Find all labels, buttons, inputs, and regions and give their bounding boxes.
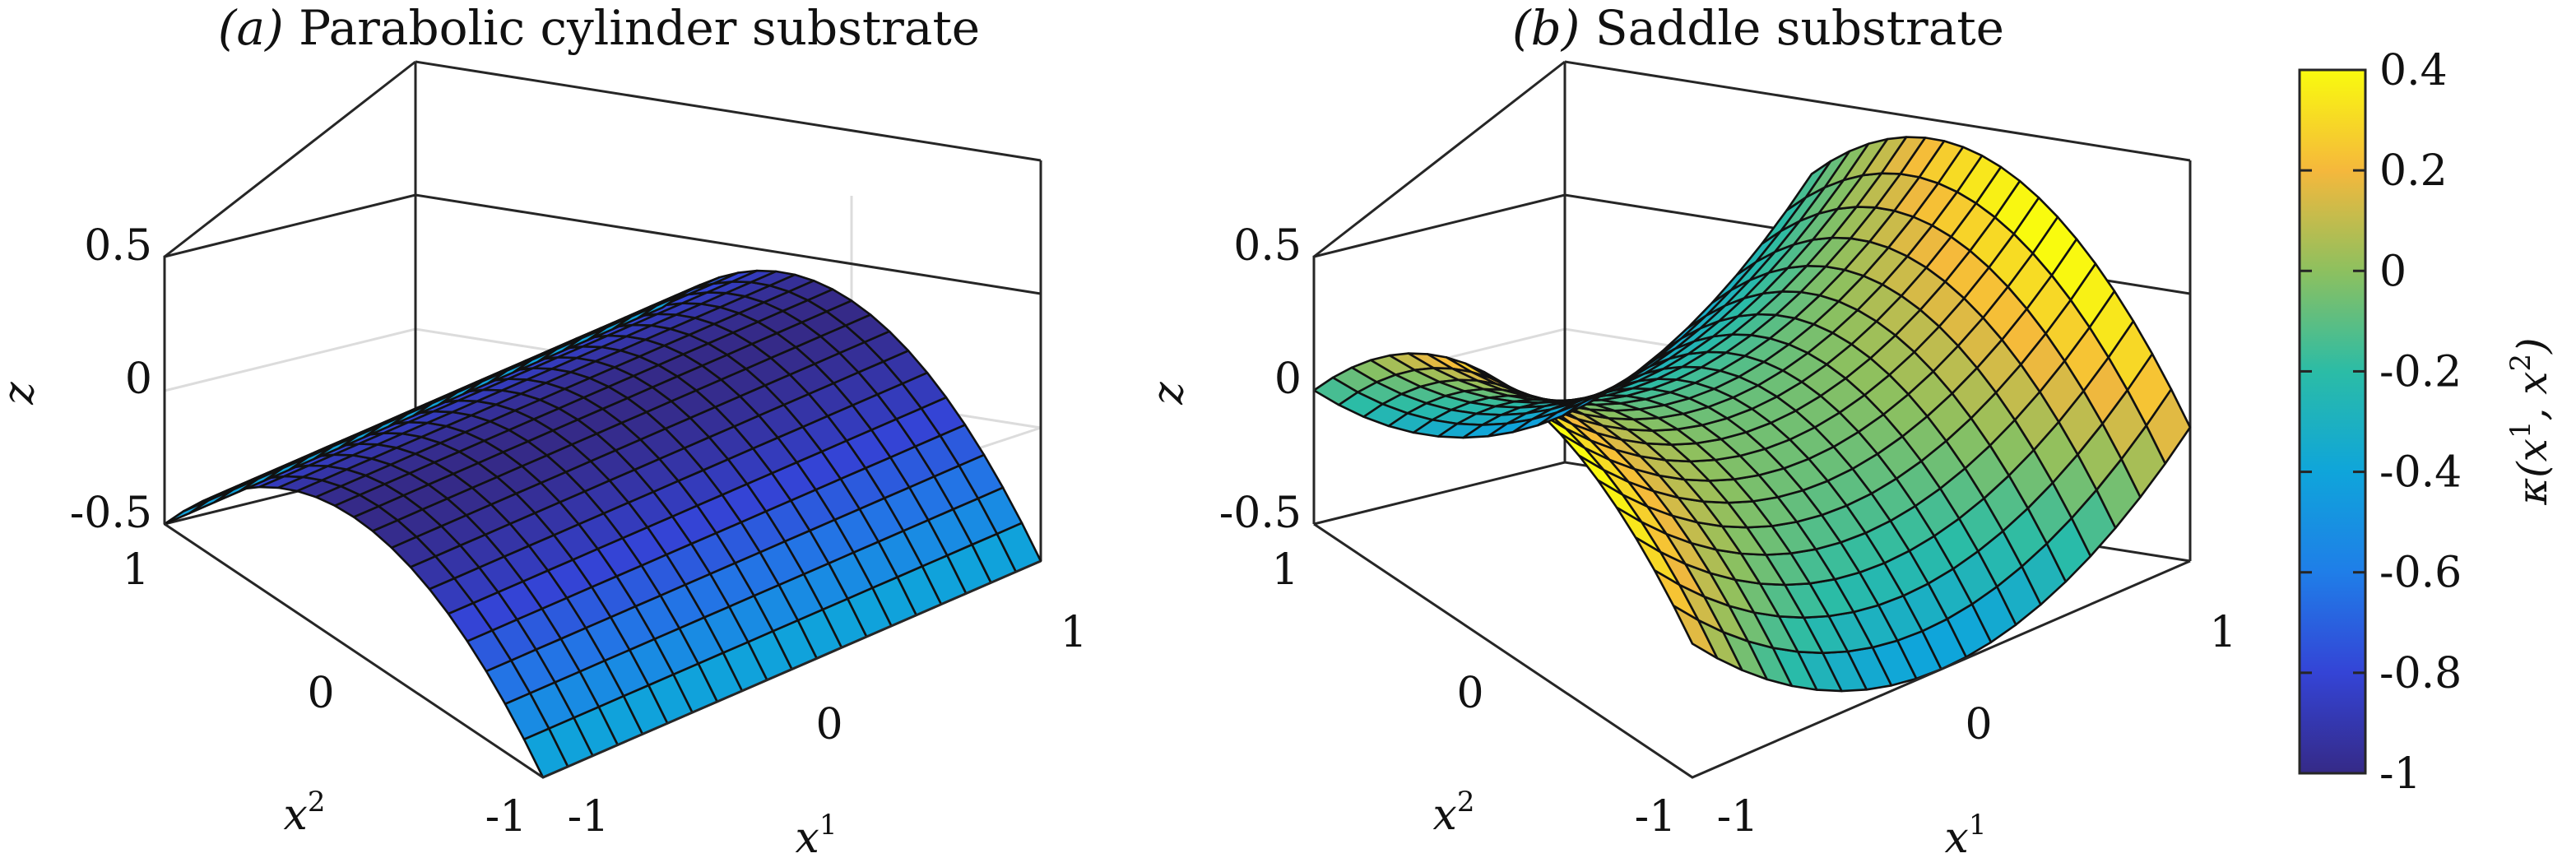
x2-tick: -1: [1635, 792, 1677, 842]
panel-a: (a) Parabolic cylinder substrate 0.5 0 -…: [0, 0, 1088, 858]
x2-tick: 1: [1271, 545, 1298, 595]
panel-a-ticks: 0.5 0 -0.5 1 0 -1 -1 0 1 z x2 x1: [0, 221, 1088, 858]
colorbar-tick-label: -0.6: [2379, 549, 2462, 598]
colorbar-label: κ(x1, x2): [2504, 337, 2556, 505]
colorbar-ticks: 0.4 0.2 0 -0.2 -0.4 -0.6 -0.8 -1: [2300, 46, 2462, 799]
colorbar: 0.4 0.2 0 -0.2 -0.4 -0.6 -0.8 -1 κ(x1, x2): [2298, 46, 2556, 799]
x2-tick: 0: [307, 669, 334, 718]
z-tick: 0: [125, 355, 152, 404]
x2-axis-label: x2: [284, 786, 326, 840]
colorbar-tick-label: 0.2: [2379, 146, 2448, 196]
x1-tick: -1: [1717, 792, 1759, 842]
panel-a-front-box: [163, 257, 1042, 779]
panel-a-surface: [163, 269, 1042, 779]
panel-b-surface: [1312, 136, 2192, 693]
x2-tick: -1: [485, 792, 527, 842]
colorbar-tick-label: 0.4: [2379, 46, 2448, 95]
z-axis-label: z: [1144, 382, 1193, 406]
panel-b-title: (b) Saddle substrate: [1512, 0, 2004, 56]
z-tick: -0.5: [70, 489, 152, 538]
z-tick: 0.5: [1233, 221, 1302, 271]
x2-tick: 0: [1456, 669, 1483, 718]
x2-axis-label: x2: [1433, 786, 1475, 840]
colorbar-tick-label: -0.8: [2379, 649, 2462, 698]
z-tick: -0.5: [1219, 489, 1302, 538]
panel-a-title: (a) Parabolic cylinder substrate: [218, 0, 980, 56]
x1-tick: 1: [1060, 608, 1087, 657]
z-axis-label: z: [0, 382, 44, 406]
colorbar-tick-label: -0.4: [2379, 448, 2462, 498]
surface-patch: [636, 294, 683, 320]
z-tick: 0: [1274, 355, 1302, 404]
colorbar-tick-label: 0: [2379, 247, 2407, 296]
z-tick: 0.5: [84, 221, 152, 271]
surface-patch: [1785, 160, 1832, 211]
panel-b: (b) Saddle substrate 0.5 0 -0.5 1 0 -1: [1144, 0, 2237, 858]
colorbar-tick-label: -1: [2379, 749, 2421, 799]
x1-tick: 0: [815, 700, 842, 749]
x1-tick: 1: [2209, 608, 2236, 657]
colorbar-tick-label: -0.2: [2379, 347, 2462, 397]
panel-b-front-box: [1312, 257, 2191, 779]
x1-axis-label: x1: [1945, 809, 1987, 858]
x1-tick: 0: [1965, 700, 1992, 749]
x1-axis-label: x1: [796, 809, 838, 858]
x1-tick: -1: [568, 792, 610, 842]
panel-b-ticks: 0.5 0 -0.5 1 0 -1 -1 0 1 z x2 x1: [1144, 221, 2237, 858]
colorbar-gradient: [2298, 68, 2367, 775]
x2-tick: 1: [122, 545, 149, 595]
